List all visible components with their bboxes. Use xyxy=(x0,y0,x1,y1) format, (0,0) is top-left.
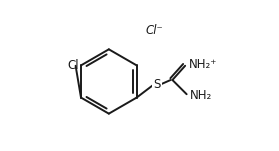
Text: Cl⁻: Cl⁻ xyxy=(146,24,163,37)
Text: Cl: Cl xyxy=(68,59,79,72)
Text: NH₂⁺: NH₂⁺ xyxy=(189,58,217,71)
Text: NH₂: NH₂ xyxy=(190,89,213,102)
Text: S: S xyxy=(153,78,161,91)
